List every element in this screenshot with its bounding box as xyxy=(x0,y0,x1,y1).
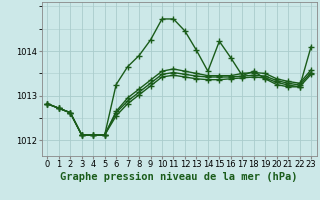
X-axis label: Graphe pression niveau de la mer (hPa): Graphe pression niveau de la mer (hPa) xyxy=(60,172,298,182)
